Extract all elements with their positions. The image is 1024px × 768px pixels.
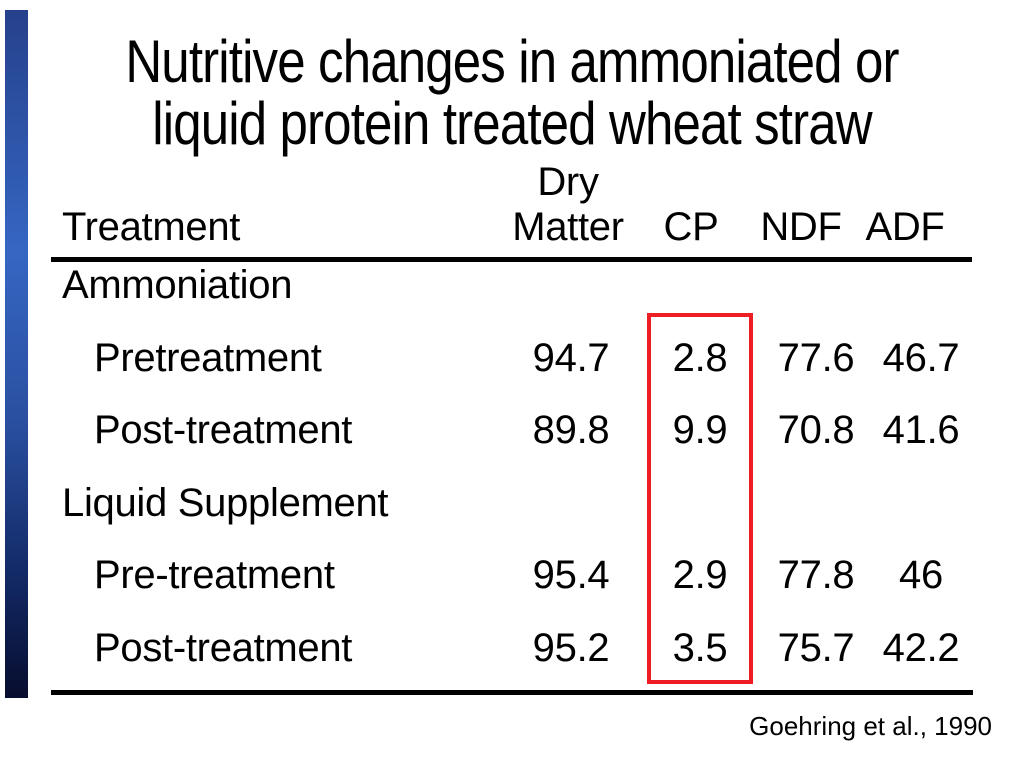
cell-cp: 3.5 [672,626,728,670]
cell-adf: 41.6 [882,408,960,452]
column-header-adf: ADF [865,205,945,249]
cell-adf: 46.7 [882,336,960,380]
cell-ndf: 75.7 [777,626,855,670]
cell-ndf: 77.8 [777,553,855,597]
table-row-pre-treatment-liquid: Pre-treatment 95.4 2.9 77.8 46 [0,552,1024,598]
cp-column-highlight-box [647,313,753,684]
column-header-ndf: NDF [760,205,842,249]
cell-cp: 2.9 [672,553,728,597]
row-label: Liquid Supplement [62,481,389,525]
slide-title-line2: liquid protein treated wheat straw [152,90,872,157]
table-row-liquid-supplement: Liquid Supplement [0,480,1024,526]
cell-adf: 46 [899,553,943,597]
row-label: Pretreatment [94,336,322,380]
row-label: Post-treatment [94,626,353,670]
cell-dry-matter: 89.8 [532,408,610,452]
cell-adf: 42.2 [882,626,960,670]
table-row-post-treatment-ammoniation: Post-treatment 89.8 9.9 70.8 41.6 [0,407,1024,453]
table-row-pretreatment: Pretreatment 94.7 2.8 77.6 46.7 [0,335,1024,381]
table-bottom-rule [51,690,973,695]
table-header-dry-line: Dry [0,159,1024,205]
slide-title: Nutritive changes in ammoniated or liqui… [77,31,947,155]
cell-cp: 9.9 [672,408,728,452]
cell-cp: 2.8 [672,336,728,380]
column-header-treatment: Treatment [62,205,241,249]
table-top-rule [51,257,972,262]
row-label: Pre-treatment [94,553,335,597]
cell-ndf: 70.8 [777,408,855,452]
cell-dry-matter: 94.7 [532,336,610,380]
row-label: Ammoniation [62,263,293,307]
table-row-ammoniation: Ammoniation [0,262,1024,308]
column-header-cp: CP [663,205,719,249]
column-header-matter: Matter [512,205,624,249]
slide-accent-bar [5,10,28,698]
column-header-dry: Dry [537,160,599,204]
slide-title-line1: Nutritive changes in ammoniated or [125,28,899,95]
row-label: Post-treatment [94,408,353,452]
table-header-row: Treatment Matter CP NDF ADF [0,204,1024,250]
cell-ndf: 77.6 [777,336,855,380]
cell-dry-matter: 95.2 [532,626,610,670]
cell-dry-matter: 95.4 [532,553,610,597]
citation: Goehring et al., 1990 [749,711,992,741]
table-row-post-treatment-liquid: Post-treatment 95.2 3.5 75.7 42.2 [0,625,1024,671]
